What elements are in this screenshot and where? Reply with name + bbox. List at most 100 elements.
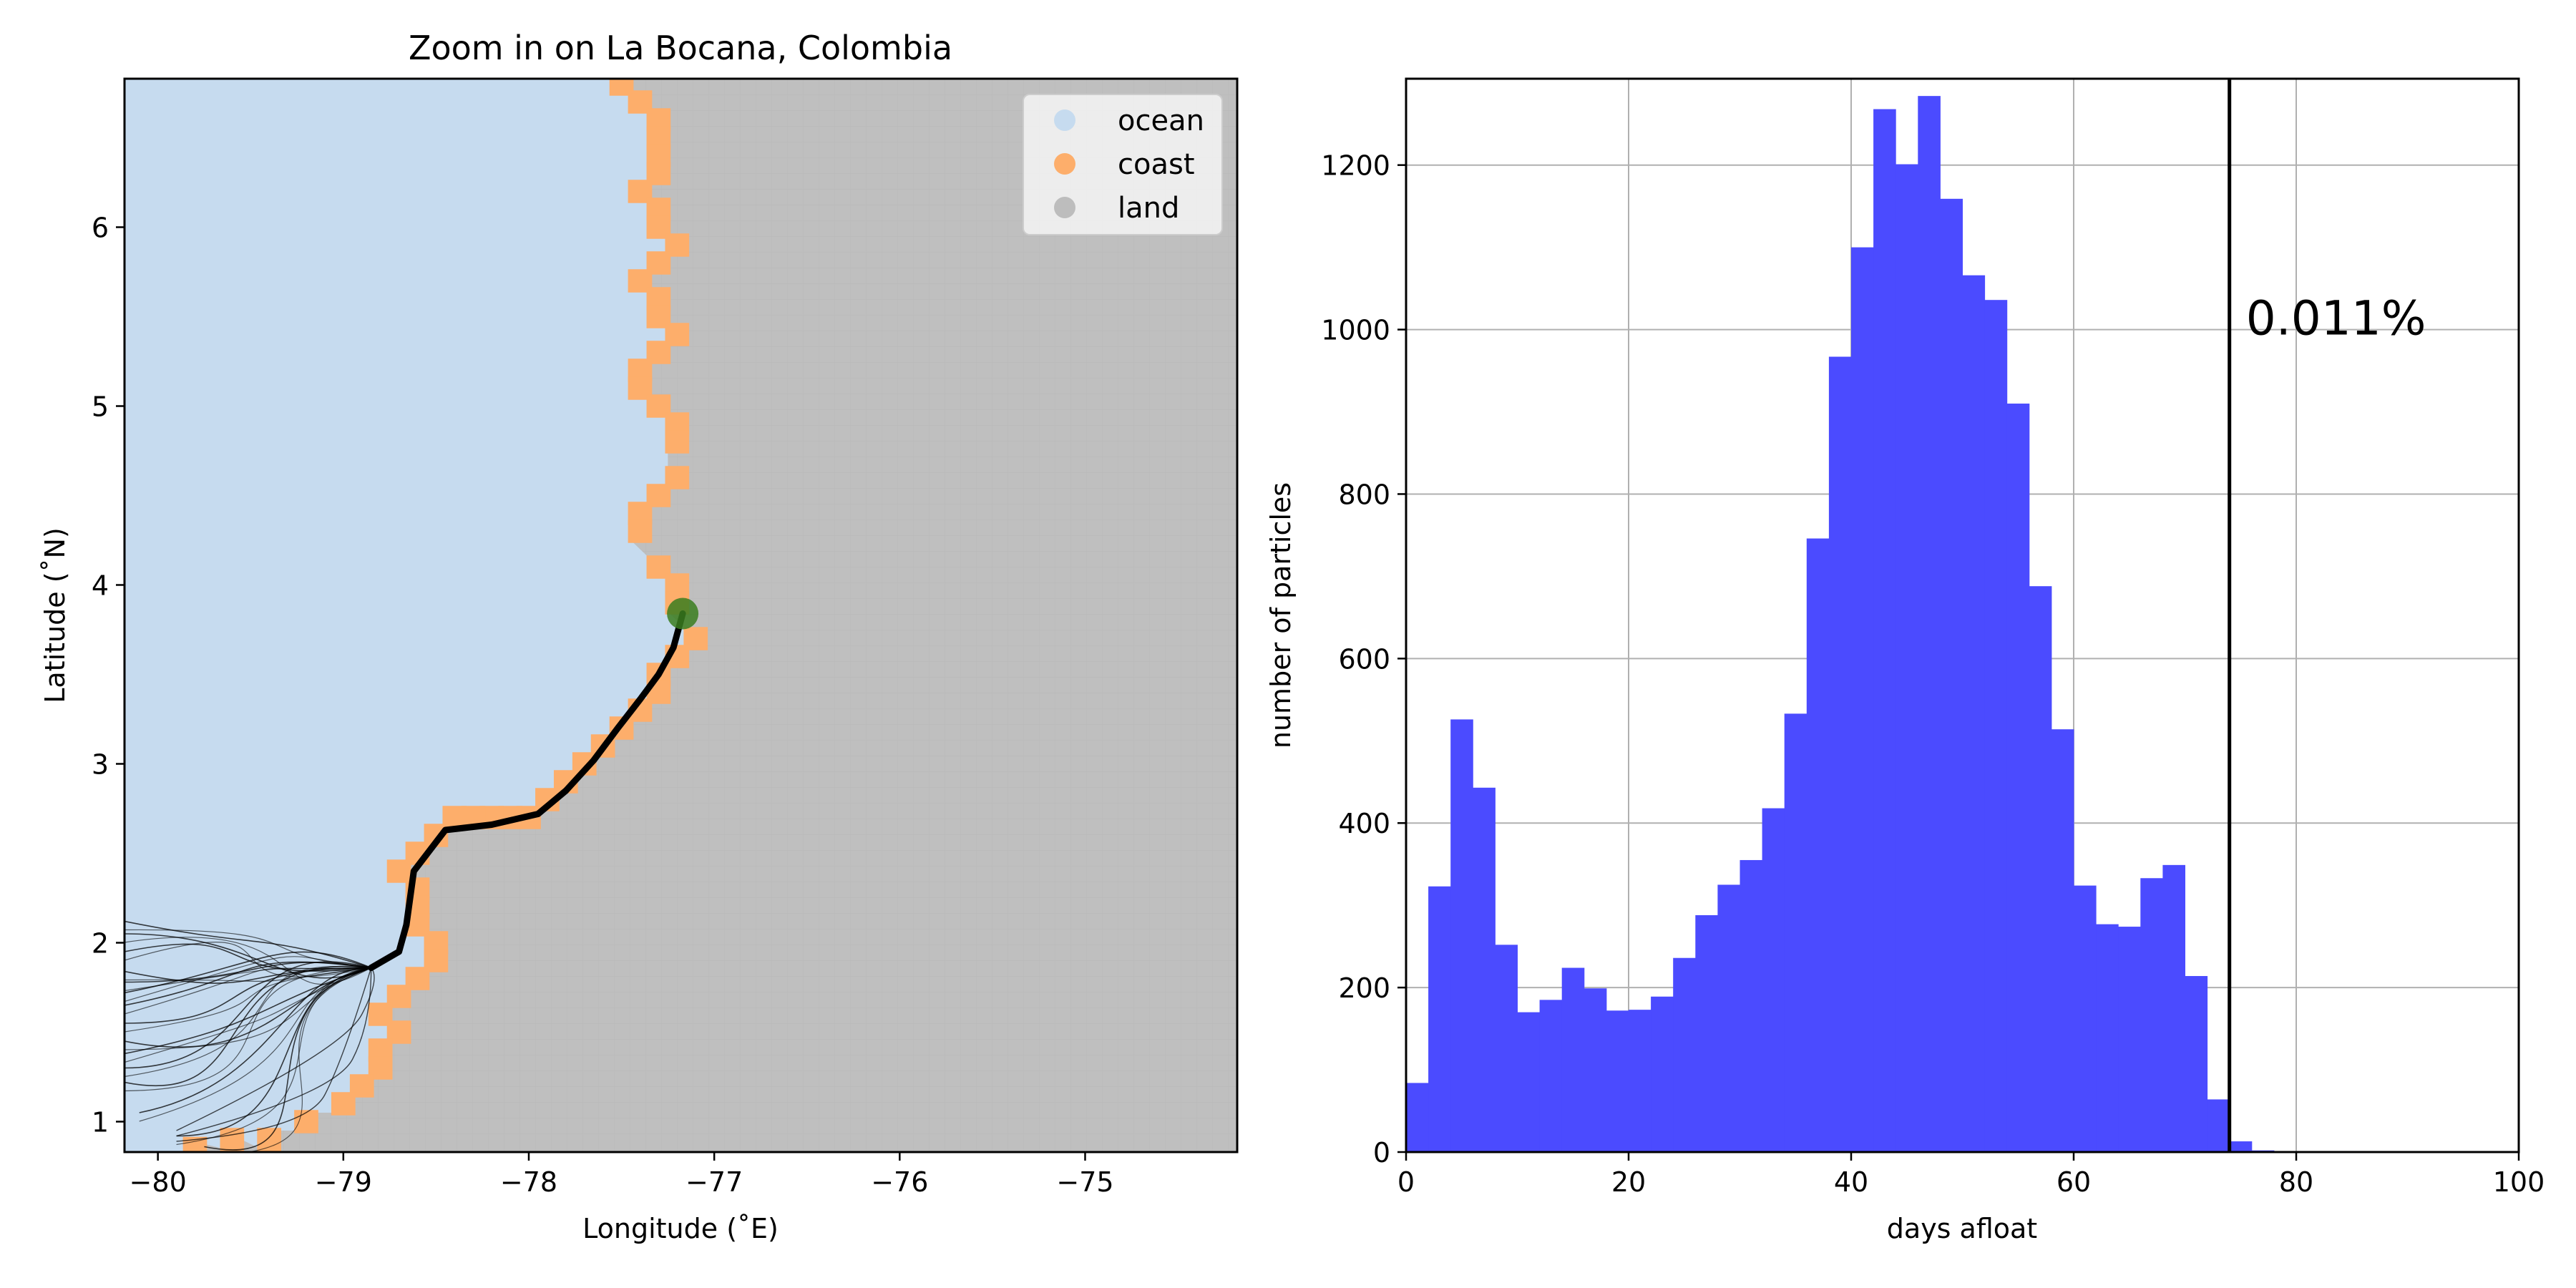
histogram-bar [1695, 914, 1718, 1152]
histogram-bar [1896, 164, 1918, 1152]
histogram-bar [1517, 1012, 1541, 1152]
trajectory-line [204, 967, 371, 1151]
trajectory-line [125, 967, 371, 1092]
histogram-x-tick-label: 60 [2057, 1166, 2091, 1198]
legend-ocean-marker [1054, 109, 1075, 131]
histogram-bar [1450, 719, 1473, 1152]
map-x-tick-label: −76 [871, 1166, 928, 1198]
trajectory-line [125, 961, 371, 1069]
histogram-bar [1806, 538, 1830, 1152]
legend-ocean-label: ocean [1118, 104, 1204, 137]
trajectory-main [368, 610, 686, 971]
map-y-tick-label: 3 [92, 749, 109, 781]
trajectory-line [125, 965, 371, 1078]
histogram-bar [1673, 957, 1696, 1152]
coast-cell [628, 519, 653, 543]
histogram-bar [2006, 404, 2030, 1153]
histogram-bar [2185, 976, 2208, 1152]
histogram-panel: 0.011% 0 20 40 60 80 100 0 200 400 600 800 1000 120… [1265, 77, 2545, 1244]
trajectory-line [125, 967, 371, 1033]
histogram-bar [2162, 864, 2185, 1152]
histogram-bar [1406, 1083, 1429, 1152]
map-y-tick-label: 6 [92, 213, 109, 244]
histogram-bar [2229, 1141, 2253, 1152]
histogram-y-tick-label: 0 [1373, 1137, 1390, 1169]
map-title: Zoom in on La Bocana, Colombia [409, 29, 952, 67]
histogram-bar [1740, 859, 1763, 1152]
histogram-bar [2074, 885, 2097, 1152]
release-point-marker [667, 597, 699, 630]
coast-cell [331, 1092, 356, 1116]
histogram-bar [1561, 967, 1585, 1152]
map-x-ticks: −80 −79 −78 −77 −76 −75 [130, 1152, 1114, 1198]
map-y-tick-label: 1 [92, 1107, 109, 1138]
map-x-tick-label: −78 [500, 1166, 557, 1198]
trajectory-line [176, 967, 371, 1137]
legend-box [1023, 94, 1223, 235]
histogram-x-tick-label: 0 [1397, 1166, 1415, 1198]
histogram-bar [1473, 787, 1496, 1152]
map-y-tick-label: 5 [92, 391, 109, 423]
histogram-bar [1629, 1010, 1652, 1152]
threshold-annotation: 0.011% [2246, 291, 2426, 346]
histogram-x-tick-label: 20 [1611, 1166, 1646, 1198]
histogram-y-tick-label: 1200 [1321, 150, 1390, 182]
histogram-y-label: number of particles [1265, 482, 1297, 748]
histogram-bar [1918, 96, 1941, 1152]
map-x-label: Longitude (˚E) [582, 1213, 779, 1244]
histogram-bar [1495, 945, 1518, 1152]
histogram-bars [1406, 96, 2275, 1153]
coast-cell [294, 1110, 318, 1133]
legend-coast-label: coast [1118, 148, 1195, 181]
histogram-x-ticks: 0 20 40 60 80 100 [1397, 1152, 2545, 1198]
trajectories [125, 610, 686, 1152]
histogram-bar [2118, 927, 2141, 1152]
histogram-x-label: days afloat [1887, 1213, 2037, 1244]
histogram-y-tick-label: 600 [1338, 643, 1390, 675]
histogram-bar [1651, 996, 1674, 1152]
histogram-bar [2029, 586, 2052, 1152]
coast-cell [257, 1128, 281, 1151]
trajectory-line [125, 929, 371, 969]
histogram-x-tick-label: 100 [2493, 1166, 2545, 1198]
trajectory-line [176, 967, 372, 1142]
histogram-bar [1539, 1000, 1563, 1152]
map-x-tick-label: −75 [1056, 1166, 1113, 1198]
histogram-bar [2140, 878, 2163, 1152]
histogram-bar [1762, 808, 1785, 1152]
legend-land-label: land [1118, 192, 1179, 225]
trajectory-line [176, 967, 371, 1146]
map-y-ticks: 1 2 3 4 5 6 [92, 213, 125, 1138]
map-frame [123, 77, 1239, 1153]
histogram-bar [1828, 356, 1852, 1152]
histogram-y-tick-label: 200 [1338, 972, 1390, 1004]
histogram-bar [1851, 247, 1874, 1152]
trajectory-line [125, 965, 371, 1087]
map-panel: −80 −79 −78 −77 −76 −75 1 2 3 4 5 6 Zoom in on La … [39, 29, 1239, 1244]
coast-cell [665, 430, 690, 454]
histogram-y-ticks: 0 200 400 600 800 1000 1200 [1321, 150, 1406, 1169]
ocean-area [125, 79, 687, 1152]
histogram-bar [1940, 198, 1963, 1152]
histogram-bar [1584, 988, 1607, 1152]
histogram-bar [1606, 1010, 1629, 1152]
histogram-bar [2096, 924, 2119, 1152]
histogram-x-tick-label: 80 [2279, 1166, 2313, 1198]
legend-land-marker [1054, 197, 1075, 218]
histogram-bar [1784, 713, 1807, 1152]
histogram-bar [2051, 729, 2074, 1152]
trajectory-line [176, 967, 372, 1137]
trajectory-line [125, 961, 371, 1006]
map-x-tick-label: −80 [130, 1166, 187, 1198]
trajectory-line [125, 967, 371, 1024]
trajectory-line [245, 967, 371, 1152]
map-y-tick-label: 2 [92, 928, 109, 960]
map-y-tick-label: 4 [92, 570, 109, 602]
histogram-y-tick-label: 1000 [1321, 315, 1390, 346]
histogram-bar [1873, 109, 1896, 1153]
legend-coast-marker [1054, 153, 1075, 175]
histogram-bar [1428, 886, 1451, 1152]
histogram-bar [2207, 1099, 2230, 1152]
histogram-x-tick-label: 40 [1834, 1166, 1868, 1198]
